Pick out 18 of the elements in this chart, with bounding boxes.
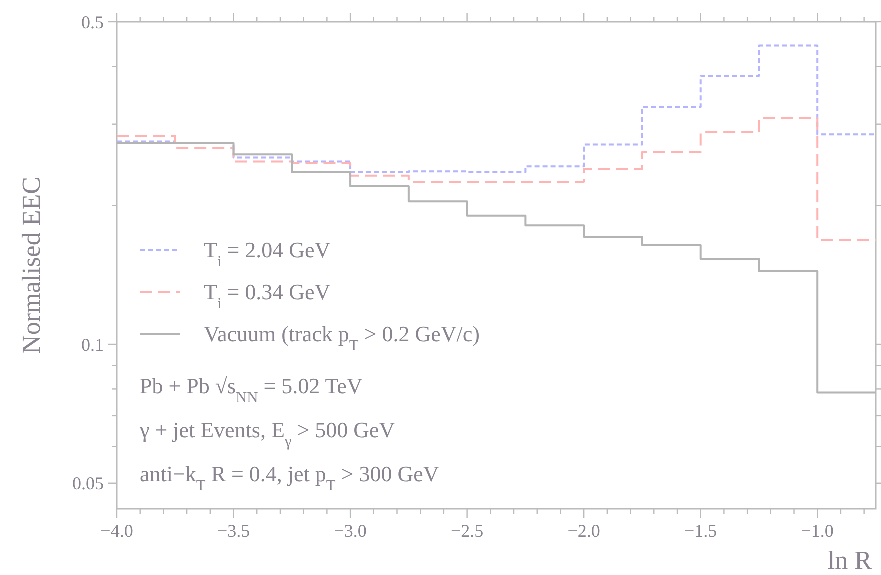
x-axis-title: ln R [828, 546, 873, 575]
y-tick-label: 0.5 [82, 12, 104, 32]
y-tick-label: 0.05 [72, 474, 104, 494]
annotation: anti−k$_{T}$ R = 0.4, jet p$_{T}$ > 300 GeV [140, 462, 440, 494]
x-tick-label: −2.0 [568, 521, 600, 541]
x-tick-label: −1.5 [684, 521, 718, 541]
x-tick-label: −4.0 [100, 521, 134, 541]
x-tick-label: −1.0 [801, 521, 834, 541]
x-tick-label: −3.0 [334, 521, 367, 541]
y-tick-label: 0.1 [82, 334, 104, 355]
annotation: Pb + Pb √s$_{NN}$ = 5.02 TeV [140, 374, 363, 406]
x-tick-label: −3.5 [217, 521, 250, 541]
legend-label: Vacuum (track p$_{T}$ > 0.2 GeV/c) [204, 322, 480, 354]
legend-label: T$_{i}$ = 2.04 GeV [204, 238, 331, 270]
y-axis-title: Normalised EEC [17, 177, 46, 354]
legend-label: T$_{i}$ = 0.34 GeV [204, 280, 331, 312]
annotation: γ + jet Events, E$_{γ}$ > 500 GeV [139, 418, 396, 450]
x-tick-label: −2.5 [450, 521, 484, 541]
